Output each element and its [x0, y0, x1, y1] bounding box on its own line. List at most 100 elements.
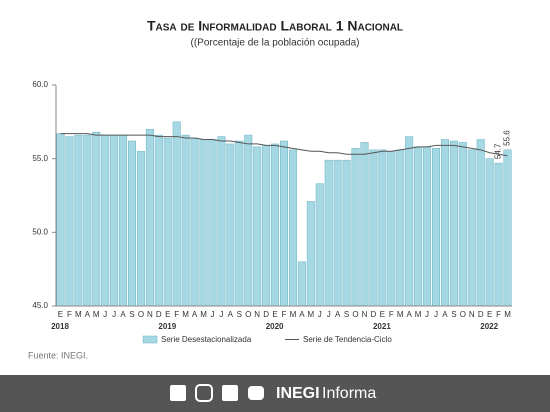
x-tick-label: S — [129, 310, 134, 319]
x-tick-label: N — [469, 310, 475, 319]
y-tick-label: 45.0 — [32, 301, 48, 310]
bar — [449, 140, 458, 307]
x-tick-label: E — [58, 310, 63, 319]
bar — [56, 133, 65, 307]
x-tick-label: F — [389, 310, 394, 319]
bar — [74, 134, 83, 307]
x-tick-label: M — [182, 310, 189, 319]
source: Fuente: INEGI. — [28, 350, 88, 360]
x-tick-label: D — [156, 310, 162, 319]
x-tick-label: D — [263, 310, 269, 319]
y-tick-label: 60.0 — [32, 80, 48, 89]
bar — [101, 134, 110, 307]
x-tick-label: M — [93, 310, 100, 319]
bar — [360, 142, 369, 307]
bar — [297, 261, 306, 307]
bar — [92, 131, 101, 307]
year-label: 2021 — [373, 322, 391, 331]
x-tick-label: M — [307, 310, 314, 319]
x-tick-label: E — [380, 310, 385, 319]
x-tick-label: D — [371, 310, 377, 319]
bar — [378, 149, 387, 307]
bar — [110, 134, 119, 307]
year-label: 2022 — [480, 322, 498, 331]
bar — [145, 128, 154, 307]
bar — [369, 149, 378, 307]
x-tick-label: J — [318, 310, 322, 319]
x-tick-label: F — [67, 310, 72, 319]
x-tick-label: N — [362, 310, 368, 319]
x-tick-label: J — [103, 310, 107, 319]
x-tick-label: O — [138, 310, 144, 319]
bar — [181, 134, 190, 307]
x-tick-label: J — [210, 310, 214, 319]
bar — [235, 140, 244, 307]
y-tick-label: 50.0 — [32, 227, 48, 236]
bar — [172, 121, 181, 307]
x-tick-label: E — [272, 310, 277, 319]
x-tick-label: F — [496, 310, 501, 319]
bar — [485, 158, 494, 307]
value-label: 54.7 — [494, 143, 503, 159]
bar — [324, 159, 333, 307]
bar — [226, 143, 235, 307]
bar — [288, 149, 297, 307]
x-tick-label: A — [192, 310, 198, 319]
facebook-icon — [170, 385, 186, 401]
x-tick-label: N — [254, 310, 260, 319]
bar — [279, 140, 289, 307]
x-tick-label: F — [282, 310, 287, 319]
bar — [503, 149, 512, 307]
bar — [431, 148, 441, 307]
x-tick-label: J — [219, 310, 223, 319]
bar — [315, 183, 324, 307]
x-tick-label: D — [478, 310, 484, 319]
bar — [136, 151, 145, 307]
bar — [271, 143, 280, 307]
bar — [253, 146, 262, 307]
bar — [414, 146, 423, 307]
x-tick-label: S — [344, 310, 349, 319]
x-tick-label: M — [397, 310, 404, 319]
bar — [190, 137, 199, 307]
x-tick-label: A — [442, 310, 448, 319]
bar — [83, 134, 92, 307]
y-tick-label: 55.0 — [32, 154, 48, 163]
x-tick-label: M — [504, 310, 511, 319]
bar — [244, 134, 253, 307]
x-tick-label: A — [299, 310, 305, 319]
x-tick-label: F — [174, 310, 179, 319]
x-tick-label: J — [434, 310, 438, 319]
x-tick-label: A — [407, 310, 413, 319]
bar — [199, 139, 208, 307]
x-tick-label: A — [335, 310, 341, 319]
x-tick-label: M — [75, 310, 82, 319]
bar — [387, 151, 396, 307]
x-tick-label: M — [200, 310, 207, 319]
year-label: 2018 — [51, 322, 69, 331]
x-tick-label: O — [245, 310, 251, 319]
x-tick-label: E — [165, 310, 170, 319]
x-tick-label: S — [451, 310, 456, 319]
brand-inegi: INEGI — [276, 385, 320, 402]
x-tick-label: J — [112, 310, 116, 319]
x-tick-label: A — [120, 310, 126, 319]
x-tick-label: J — [425, 310, 429, 319]
bar — [423, 146, 432, 307]
chart-subtitle: ((Porcentaje de la población ocupada) — [191, 38, 360, 49]
bar — [163, 137, 172, 307]
bar — [217, 136, 226, 307]
bar — [306, 201, 315, 307]
bar — [405, 136, 414, 307]
bar — [208, 139, 217, 307]
bar — [467, 149, 476, 307]
year-label: 2019 — [158, 322, 176, 331]
bar — [351, 148, 360, 307]
youtube-icon — [248, 386, 264, 400]
bar — [476, 139, 485, 307]
legend-label: Serie de Tendencia-Ciclo — [303, 335, 392, 344]
bar — [440, 139, 449, 307]
chart-title: Tasa de Informalidad Laboral 1 Nacional — [147, 18, 403, 34]
bar — [333, 159, 342, 307]
